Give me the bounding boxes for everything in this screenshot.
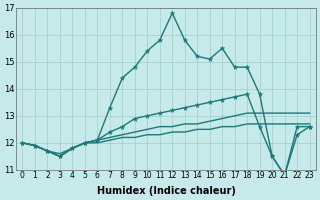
- X-axis label: Humidex (Indice chaleur): Humidex (Indice chaleur): [97, 186, 236, 196]
